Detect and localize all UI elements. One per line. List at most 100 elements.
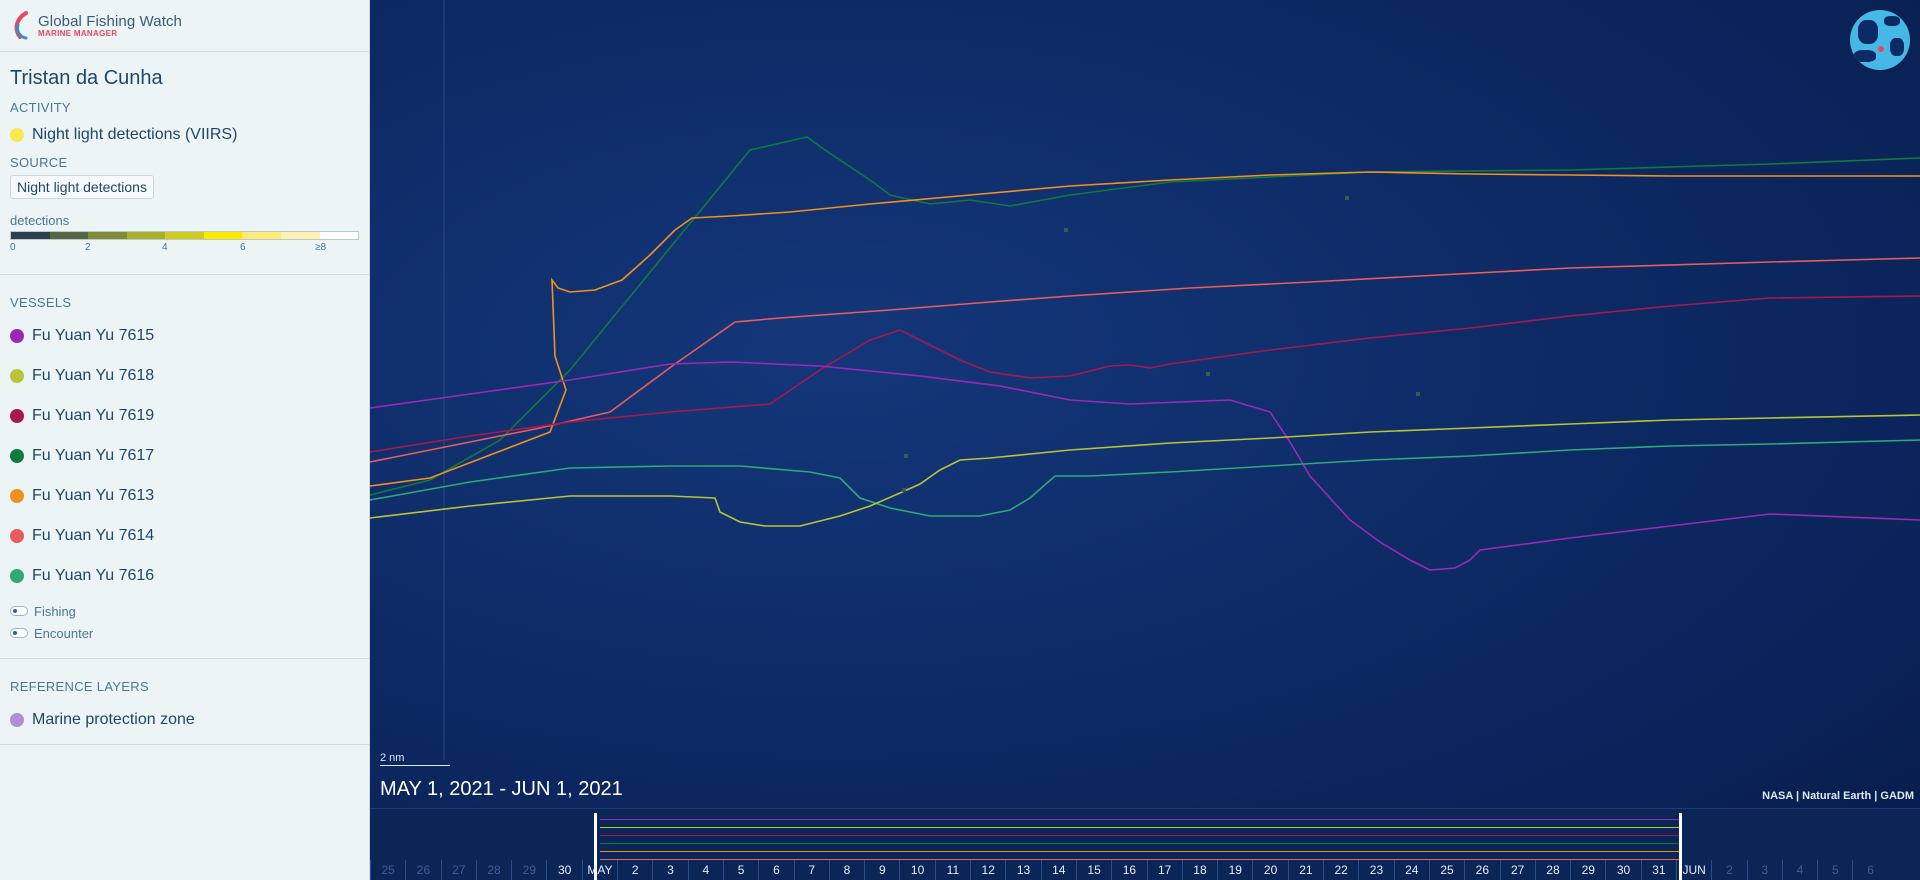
timebar-day-label[interactable]: 30 — [1605, 860, 1640, 880]
timebar-day-label[interactable]: 11 — [934, 860, 970, 880]
vessel-color-dot-icon[interactable] — [10, 409, 24, 423]
legend-label: detections — [10, 213, 70, 228]
date-range-label: MAY 1, 2021 - JUN 1, 2021 — [380, 778, 623, 800]
timebar-day-label[interactable]: JUN — [1675, 860, 1711, 880]
mpa-layer-label: Marine protection zone — [32, 711, 195, 728]
timebar-day-label[interactable]: 30 — [546, 860, 581, 880]
timebar[interactable]: 25 26 27 28 29 30 MAY 2 3 4 5 6 7 8 9 10 11 12 13 14 15 16 17 1… — [370, 808, 1920, 880]
vessel-item[interactable]: Fu Yuan Yu 7617 — [0, 436, 369, 476]
detection-point — [1345, 196, 1349, 200]
activity-layer-viirs[interactable]: Night light detections (VIIRS) — [0, 115, 369, 155]
timebar-track — [600, 819, 1682, 820]
reference-layer-mpa[interactable]: Marine protection zone — [0, 700, 369, 740]
timebar-day-label[interactable]: 5 — [722, 860, 758, 880]
vessel-color-dot-icon[interactable] — [10, 529, 24, 543]
timebar-day-label[interactable]: 3 — [652, 860, 687, 880]
vessel-item[interactable]: Fu Yuan Yu 7618 — [0, 356, 369, 396]
timebar-day-label[interactable]: 9 — [864, 860, 899, 880]
timebar-day-label[interactable]: 24 — [1393, 860, 1429, 880]
timebar-day-label[interactable]: 2 — [617, 860, 652, 880]
divider — [0, 658, 369, 659]
timebar-track — [600, 843, 1682, 844]
legend-swatch — [242, 232, 281, 239]
legend-tick: ≥8 — [315, 242, 327, 253]
timebar-day-label[interactable]: 13 — [1005, 860, 1040, 880]
track-fu-yuan-yu-7616 — [370, 439, 1920, 517]
map-attribution: NASA | Natural Earth | GADM — [1762, 790, 1914, 802]
timebar-end-handle[interactable] — [1679, 813, 1682, 880]
legend-color-ramp — [10, 231, 359, 240]
timebar-day-label[interactable]: 16 — [1111, 860, 1146, 880]
vessel-item[interactable]: Fu Yuan Yu 7619 — [0, 396, 369, 436]
fishing-toggle-label: Fishing — [34, 603, 76, 619]
timebar-day-label[interactable]: 2 — [1711, 860, 1746, 880]
vessel-name: Fu Yuan Yu 7613 — [32, 487, 155, 504]
timebar-day-label[interactable]: 7 — [793, 860, 829, 880]
vessel-color-dot-icon[interactable] — [10, 329, 24, 343]
timebar-day-label[interactable]: 21 — [1287, 860, 1323, 880]
reference-section-label: REFERENCE LAYERS — [10, 679, 149, 694]
timebar-day-label[interactable]: 29 — [511, 860, 546, 880]
timebar-day-label[interactable]: 17 — [1146, 860, 1182, 880]
timebar-day-label[interactable]: 26 — [1464, 860, 1499, 880]
fishing-toggle-row[interactable]: Fishing — [0, 600, 369, 622]
timebar-day-label[interactable]: 22 — [1323, 860, 1358, 880]
timebar-day-label[interactable]: 25 — [370, 860, 405, 880]
vessel-name: Fu Yuan Yu 7617 — [32, 447, 155, 464]
timebar-day-label[interactable]: 25 — [1428, 860, 1464, 880]
timebar-day-label[interactable]: 12 — [970, 860, 1005, 880]
encounter-toggle-label: Encounter — [34, 625, 94, 641]
vessel-color-dot-icon[interactable] — [10, 369, 24, 383]
vessel-color-dot-icon[interactable] — [10, 449, 24, 463]
viirs-layer-dot-icon[interactable] — [10, 128, 24, 142]
vessel-name: Fu Yuan Yu 7616 — [32, 567, 155, 584]
timebar-day-label[interactable]: 19 — [1217, 860, 1252, 880]
timebar-day-label[interactable]: 6 — [758, 860, 793, 880]
gfw-logo-icon — [14, 10, 28, 39]
timebar-day-label[interactable]: 4 — [1781, 860, 1817, 880]
timebar-day-label[interactable]: MAY — [581, 860, 617, 880]
vessel-color-dot-icon[interactable] — [10, 569, 24, 583]
timebar-day-label[interactable]: 28 — [1534, 860, 1570, 880]
timebar-day-label[interactable]: 18 — [1181, 860, 1217, 880]
globe-minimap-icon[interactable] — [1850, 10, 1910, 70]
timebar-day-label[interactable]: 29 — [1570, 860, 1605, 880]
vessel-item[interactable]: Fu Yuan Yu 7613 — [0, 476, 369, 516]
timebar-day-label[interactable]: 27 — [440, 860, 476, 880]
timebar-day-label[interactable]: 3 — [1746, 860, 1782, 880]
legend-swatch — [126, 232, 166, 239]
encounter-toggle-row[interactable]: Encounter — [0, 622, 369, 644]
timebar-day-label[interactable]: 28 — [475, 860, 511, 880]
timebar-day-label[interactable]: 4 — [687, 860, 723, 880]
vessel-item[interactable]: Fu Yuan Yu 7614 — [0, 516, 369, 556]
timebar-day-label[interactable]: 6 — [1852, 860, 1887, 880]
mpa-layer-dot-icon[interactable] — [10, 713, 24, 727]
brand-header[interactable]: Global Fishing Watch MARINE MANAGER — [0, 0, 369, 52]
legend-ticks: 0 2 4 6 ≥8 — [10, 242, 359, 256]
encounter-toggle[interactable] — [10, 628, 28, 638]
fishing-toggle[interactable] — [10, 606, 28, 616]
timebar-track — [600, 827, 1682, 828]
timebar-day-label[interactable]: 14 — [1040, 860, 1076, 880]
timebar-day-label[interactable]: 10 — [899, 860, 934, 880]
vessel-item[interactable]: Fu Yuan Yu 7616 — [0, 556, 369, 596]
vessels-section-label: VESSELS — [10, 295, 72, 310]
timebar-day-label[interactable]: 5 — [1817, 860, 1852, 880]
timebar-day-label[interactable]: 20 — [1252, 860, 1287, 880]
timebar-day-label[interactable]: 23 — [1358, 860, 1393, 880]
viirs-layer-label: Night light detections (VIIRS) — [32, 126, 238, 143]
timebar-day-label[interactable]: 8 — [828, 860, 864, 880]
track-fu-yuan-yu-7614 — [370, 257, 1920, 463]
activity-section-label: ACTIVITY — [10, 100, 71, 115]
map-canvas[interactable]: 2 nm MAY 1, 2021 - JUN 1, 2021 NASA | Na… — [370, 0, 1920, 880]
timebar-day-label[interactable]: 31 — [1640, 860, 1676, 880]
timebar-start-handle[interactable] — [594, 813, 597, 880]
brand-name: Global Fishing Watch — [38, 13, 183, 30]
timebar-day-label[interactable]: 15 — [1075, 860, 1111, 880]
track-fu-yuan-yu-7618 — [370, 414, 1920, 527]
timebar-day-label[interactable]: 26 — [405, 860, 440, 880]
timebar-day-label[interactable]: 27 — [1499, 860, 1535, 880]
vessel-color-dot-icon[interactable] — [10, 489, 24, 503]
legend-tick: 2 — [85, 242, 91, 253]
vessel-item[interactable]: Fu Yuan Yu 7615 — [0, 316, 369, 356]
